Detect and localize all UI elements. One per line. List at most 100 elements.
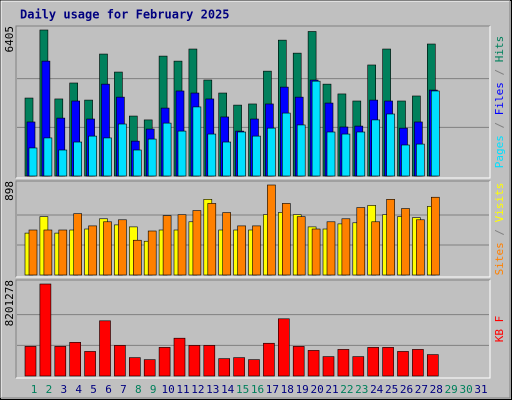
bar [222,141,231,177]
bar [352,356,365,377]
legend-entry: KB F [493,316,506,343]
legend-entry: Hits [493,36,506,63]
bar [218,358,230,377]
bar [129,357,141,377]
bar [397,351,409,377]
x-tick-label: 10 [161,383,174,396]
bar [233,357,245,377]
bar [430,90,440,177]
legend-separator: / [493,222,506,242]
bar [412,349,424,377]
bar [248,359,260,377]
bar [267,184,276,276]
x-tick-label: 13 [206,383,219,396]
bar [416,219,425,276]
x-tick-label: 2 [46,383,53,396]
bar [386,113,395,177]
x-tick-label: 11 [176,383,189,396]
bar [88,135,97,177]
bar [28,147,38,177]
bar [28,229,38,276]
panel-shadow [15,279,490,378]
x-tick-label: 20 [310,383,323,396]
x-tick-label: 21 [325,383,338,396]
x-tick-label: 9 [150,383,157,396]
panel-light [16,280,491,379]
bar [207,133,217,177]
bar [296,216,306,276]
x-tick-label: 22 [340,383,353,396]
bar [322,356,335,377]
bar [162,122,172,177]
x-tick-label: 7 [120,383,127,396]
x-tick-label: 30 [459,383,472,396]
bar [88,225,97,276]
bar [263,342,275,377]
bar [401,208,410,276]
bar [73,141,82,177]
chart-title: Daily usage for February 2025 [20,8,230,22]
bar [58,149,68,177]
panel-light [16,181,491,278]
x-tick-label: 8 [135,383,142,396]
x-tick-label: 6 [105,383,112,396]
bar [326,221,336,276]
bar [192,106,202,177]
x-tick-label: 18 [281,383,294,396]
bar [84,351,96,377]
bar [296,124,306,177]
x-tick-label: 28 [430,383,443,396]
x-tick-label: 3 [60,383,67,396]
bar [311,80,321,177]
bar [103,221,112,276]
bar [326,131,336,177]
bar [203,345,216,377]
bar [237,131,246,177]
bar [337,349,350,377]
bar [133,149,142,177]
x-tick-label: 16 [251,383,264,396]
bar [54,346,67,377]
bar [386,199,395,276]
x-tick-label: 12 [191,383,204,396]
x-tick-label: 4 [75,383,82,396]
legend: KB F [493,316,506,343]
bar [252,135,261,177]
bar [341,218,351,276]
y-tick-label: 6405 [3,26,16,53]
bar [43,229,53,276]
bar [114,345,126,377]
x-tick-label: 25 [385,383,398,396]
x-tick-label: 31 [474,383,487,396]
bar [177,130,187,177]
x-tick-label: 26 [400,383,413,396]
legend-entry: Pages [493,135,506,168]
x-tick-label: 23 [355,383,368,396]
bar [252,225,261,276]
legend-entry: Visits [493,183,506,223]
bar [173,337,186,377]
bar [188,345,201,377]
bar [382,347,394,377]
x-tick-label: 24 [370,383,384,396]
bar [222,212,231,276]
x-tick-label: 14 [221,383,235,396]
bar [158,347,171,377]
bar [356,207,366,276]
bar [143,359,156,377]
bar [69,342,81,377]
x-tick-label: 17 [266,383,279,396]
x-tick-label: 27 [415,383,428,396]
panel-light [16,26,491,179]
bar [207,203,217,276]
bar [39,283,52,377]
x-tick-label: 5 [90,383,97,396]
bar [426,354,439,377]
bar [311,228,321,276]
bar [267,127,276,177]
bar [430,196,440,276]
bar [237,225,246,276]
bar [24,346,37,377]
